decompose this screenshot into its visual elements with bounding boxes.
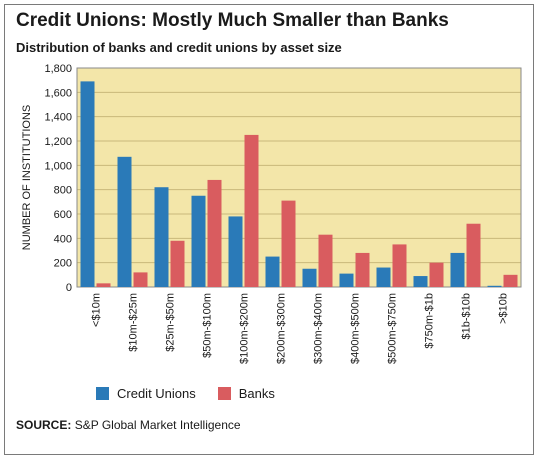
legend-swatch-credit-unions xyxy=(96,387,109,400)
bar-credit-unions xyxy=(413,276,428,287)
bar-credit-unions xyxy=(154,187,169,287)
y-tick-label: 800 xyxy=(54,185,72,197)
legend-label-credit-unions: Credit Unions xyxy=(117,386,196,401)
bar-banks xyxy=(466,223,481,287)
source-text: S&P Global Market Intelligence xyxy=(74,418,241,432)
y-tick-label: 200 xyxy=(54,258,72,270)
x-tick-label: $400m-$500m xyxy=(350,293,362,364)
x-tick-label: $1b-$10b xyxy=(461,293,473,340)
bar-credit-unions xyxy=(302,268,317,287)
bar-banks xyxy=(133,272,148,287)
bar-credit-unions xyxy=(117,156,132,287)
plot-border xyxy=(76,67,522,288)
y-axis-label: NUMBER OF INSTITUTIONS xyxy=(21,105,33,250)
bar-credit-unions xyxy=(339,273,354,287)
x-tick-label: $750m-$1b xyxy=(424,293,436,349)
bar-credit-unions xyxy=(376,267,391,287)
bar-banks xyxy=(392,244,407,287)
x-tick-label: $10m-$25m xyxy=(128,293,140,352)
x-tick-label: $100m-$200m xyxy=(239,293,251,364)
y-tick-label: 1,400 xyxy=(44,112,72,124)
y-tick-label: 1,600 xyxy=(44,87,72,99)
bar-banks xyxy=(355,252,370,287)
y-tick-label: 0 xyxy=(66,282,72,294)
y-tick-label: 600 xyxy=(54,209,72,221)
x-tick-label: $25m-$50m xyxy=(165,293,177,352)
chart-subtitle: Distribution of banks and credit unions … xyxy=(16,40,342,55)
legend-swatch-banks xyxy=(217,387,231,400)
legend-label-banks: Banks xyxy=(238,386,275,401)
bar-credit-unions xyxy=(80,81,95,287)
bar-banks xyxy=(503,274,518,287)
legend-item-banks: Banks xyxy=(217,386,275,401)
y-tick-label: 1,200 xyxy=(44,136,72,148)
x-tick-label: $50m-$100m xyxy=(202,293,214,358)
x-tick-label: $200m-$300m xyxy=(276,293,288,364)
bar-banks xyxy=(318,234,333,287)
x-tick-label: >$10b xyxy=(498,293,510,324)
x-tick-label: <$10m xyxy=(91,293,103,327)
y-tick-label: 1,000 xyxy=(44,160,72,172)
plot-area xyxy=(77,68,521,287)
chart-legend: Credit Unions Banks xyxy=(96,386,275,401)
chart-title: Credit Unions: Mostly Much Smaller than … xyxy=(16,10,449,31)
y-tick-label: 1,800 xyxy=(44,63,72,75)
bar-credit-unions xyxy=(487,285,502,287)
x-tick-label: $300m-$400m xyxy=(313,293,325,364)
bar-credit-unions xyxy=(450,252,465,287)
bar-credit-unions xyxy=(265,256,280,287)
source-note: SOURCE: S&P Global Market Intelligence xyxy=(16,418,241,432)
y-tick-label: 400 xyxy=(54,233,72,245)
bar-banks xyxy=(244,134,259,287)
bar-banks xyxy=(207,179,222,287)
bar-credit-unions xyxy=(191,195,206,287)
legend-item-credit-unions: Credit Unions xyxy=(96,386,196,401)
bar-banks xyxy=(170,240,185,287)
bar-banks xyxy=(96,283,111,287)
source-label: SOURCE: xyxy=(16,418,72,432)
x-tick-label: $500m-$750m xyxy=(387,293,399,364)
bar-banks xyxy=(429,262,444,287)
bar-banks xyxy=(281,200,296,287)
bar-credit-unions xyxy=(228,216,243,287)
